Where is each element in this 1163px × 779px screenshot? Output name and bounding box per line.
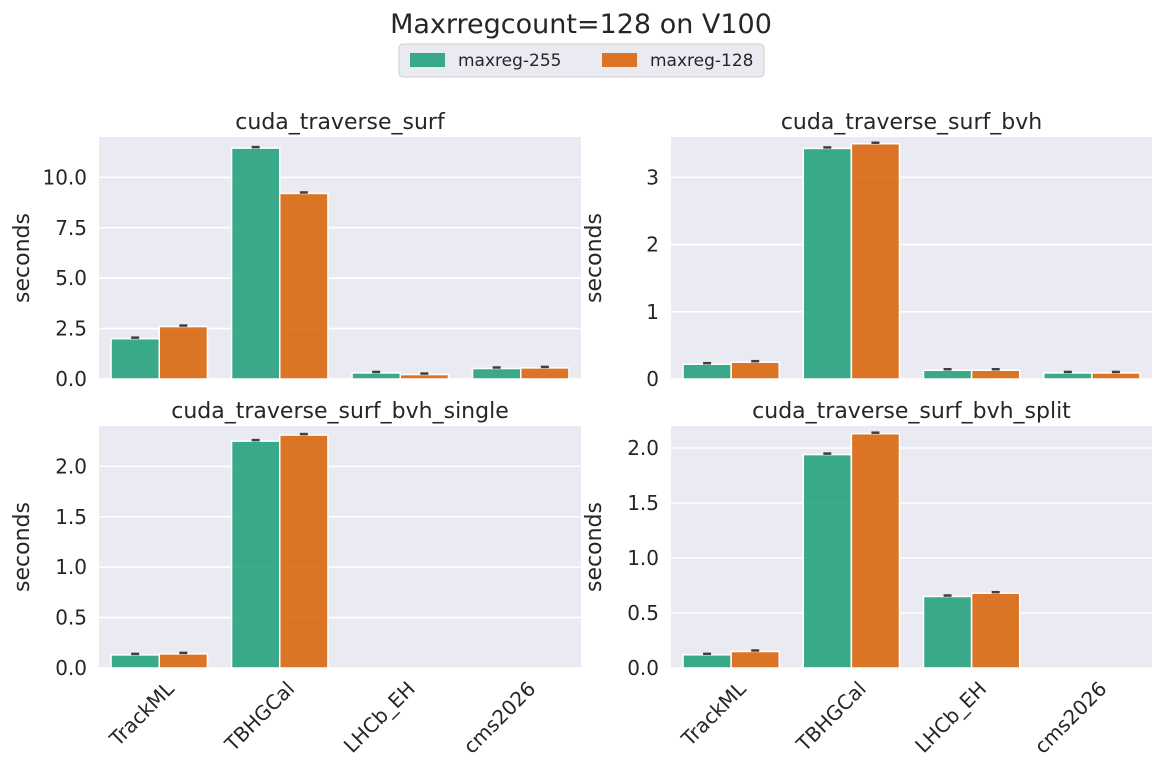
x-tick-label: cms2026 — [1030, 677, 1112, 759]
y-tick-label: 1.5 — [55, 505, 87, 529]
panel-title: cuda_traverse_surf_bvh_single — [171, 399, 509, 424]
y-tick-label: 7.5 — [55, 216, 87, 240]
chart-panel: 0.0 0.5 1.0 1.5 2.0 cuda_traverse_surf_bvh_si… — [10, 399, 581, 758]
y-tick-label: 5.0 — [55, 266, 87, 290]
bar — [922, 369, 973, 380]
legend-label: maxreg-128 — [650, 51, 754, 71]
bar — [1091, 372, 1141, 380]
x-tick-label: TrackML — [676, 676, 751, 751]
panel-title: cuda_traverse_surf_bvh — [781, 110, 1042, 135]
y-axis-label: seconds — [582, 213, 607, 303]
y-axis-label: seconds — [10, 502, 35, 592]
x-tick-label: TrackML — [104, 676, 179, 751]
legend-swatch — [410, 53, 445, 67]
bar — [970, 369, 1021, 380]
bar — [471, 367, 522, 380]
y-tick-label: 0.5 — [627, 601, 659, 625]
bar — [802, 453, 853, 669]
bar — [399, 373, 450, 380]
y-tick-label: 3 — [646, 165, 659, 189]
y-tick-label: 2 — [646, 233, 659, 257]
panel-title: cuda_traverse_surf — [235, 110, 446, 135]
y-tick-label: 10.0 — [42, 165, 87, 189]
bar — [279, 192, 329, 380]
y-tick-label: 1.5 — [627, 491, 659, 515]
legend-frame — [398, 43, 765, 78]
chart-panel: 0.0 2.5 5.0 7.5 10.0 cuda_traverse_surfsecond… — [10, 110, 581, 391]
bar — [682, 363, 732, 380]
bar — [850, 432, 901, 669]
bar — [682, 654, 732, 669]
bar — [158, 325, 209, 380]
bar — [158, 653, 209, 669]
y-tick-label: 2.0 — [627, 436, 659, 460]
x-tick-label: TBHGCal — [791, 677, 871, 757]
y-tick-label: 1.0 — [55, 555, 87, 579]
x-tick-label: cms2026 — [458, 677, 540, 759]
legend-label: maxreg-255 — [458, 51, 562, 71]
bar — [1043, 372, 1093, 380]
legend-swatch — [602, 53, 637, 67]
y-axis-label: seconds — [582, 502, 607, 592]
y-tick-label: 2.0 — [55, 454, 87, 478]
y-tick-label: 0 — [646, 367, 659, 391]
y-tick-label: 1.0 — [627, 546, 659, 570]
bar — [970, 592, 1021, 669]
bar — [230, 440, 281, 669]
figure-title: Maxrregcount=128 on V100 — [390, 9, 772, 40]
chart-panels: 0.02.55.07.510.0cuda_traverse_surfsecond… — [10, 110, 1152, 758]
bar — [230, 147, 281, 380]
panel-title: cuda_traverse_surf_bvh_split — [752, 399, 1071, 424]
y-tick-label: 0.0 — [627, 656, 659, 680]
y-tick-label: 2.5 — [55, 317, 87, 341]
bar — [802, 147, 853, 380]
plot-area — [99, 426, 581, 668]
bar — [922, 595, 973, 669]
bar — [730, 650, 780, 669]
bar — [850, 142, 901, 380]
y-tick-label: 0.5 — [55, 606, 87, 630]
bar — [110, 337, 161, 380]
chart-panel: 0.0 0.5 1.0 1.5 2.0 cuda_traverse_surf_bvh_sp… — [582, 399, 1152, 758]
legend: maxreg-255 maxreg-128 — [398, 43, 765, 78]
bar — [110, 654, 161, 669]
y-tick-label: 1 — [646, 300, 659, 324]
x-tick-label: LHCb_EH — [910, 677, 991, 758]
bar — [351, 372, 401, 380]
bar — [730, 361, 780, 380]
x-tick-label: TBHGCal — [219, 677, 299, 757]
y-axis-label: seconds — [10, 213, 35, 303]
plot-area — [671, 137, 1152, 379]
y-tick-label: 0.0 — [55, 656, 87, 680]
bar — [279, 434, 329, 669]
x-tick-label: LHCb_EH — [339, 677, 420, 758]
plot-area — [671, 426, 1152, 668]
bar — [520, 367, 570, 380]
y-tick-label: 0.0 — [55, 367, 87, 391]
